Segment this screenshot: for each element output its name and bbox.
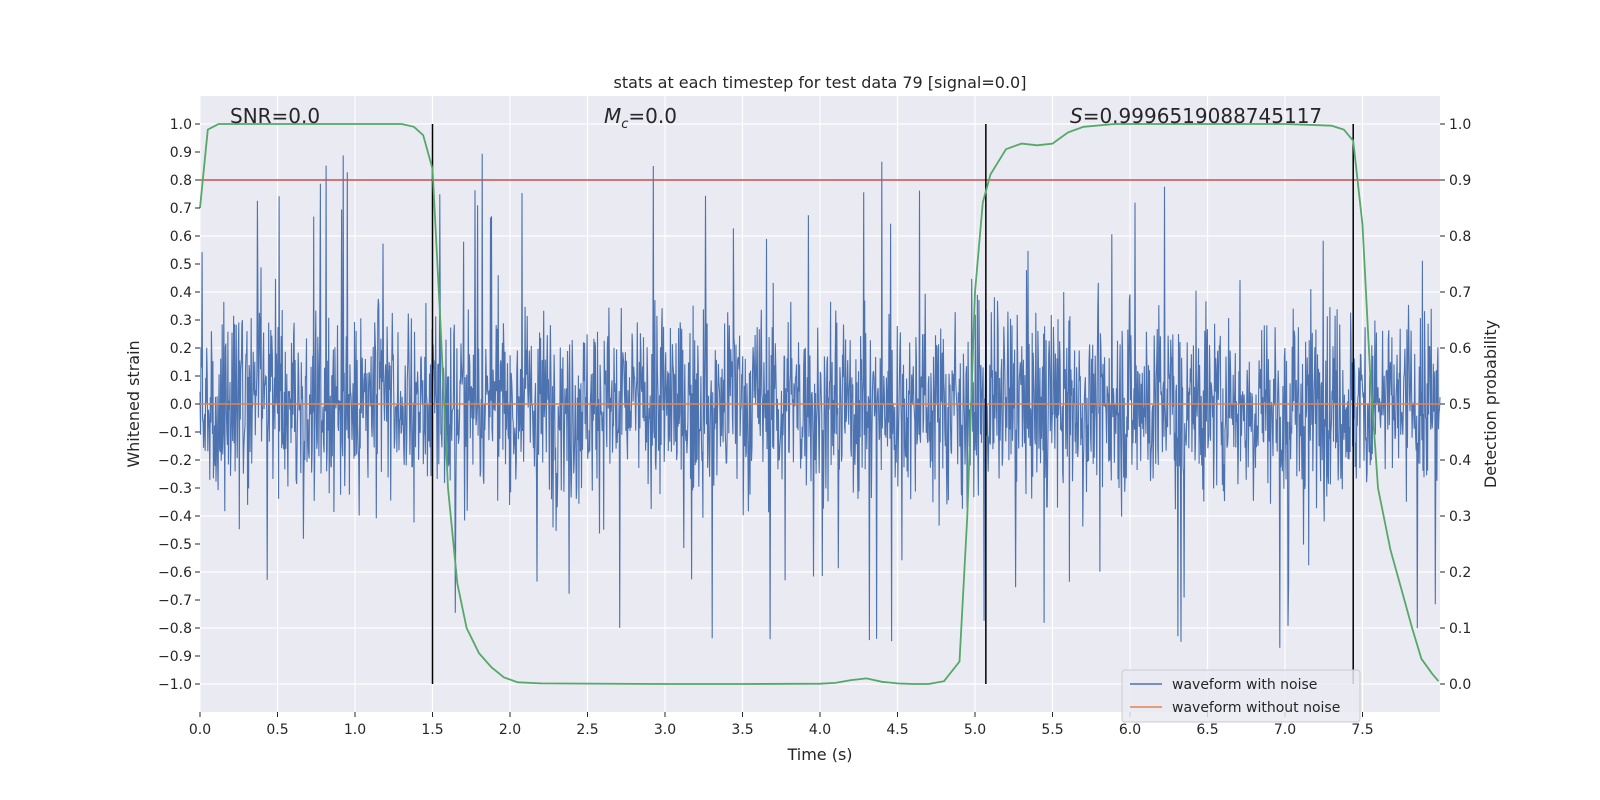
plot-content [199,123,1441,685]
x-tick-label: 0.0 [189,722,211,738]
y-tick-label: −0.6 [158,565,192,581]
mc-subscript: c [621,117,628,132]
legend: waveform with noise waveform without noi… [1121,669,1361,723]
x-tick-label: 6.5 [1196,722,1218,738]
snr-annotation: SNR=0.0 [230,104,320,128]
mc-annotation: Mc=0.0 [604,104,677,132]
y2-tick-label: 0.7 [1449,285,1471,301]
x-tick-label: 1.5 [421,722,443,738]
y-tick-label: −0.4 [158,509,192,525]
y-tick-label: 0.2 [170,341,192,357]
y-axis: 1.0 0.9 0.8 0.7 0.6 0.5 0.4 0.3 0.2 0.1 0.0 −0.1 −0.… [158,117,200,693]
y2-tick-label: 0.0 [1449,677,1471,693]
x-tick-label: 5.5 [1041,722,1063,738]
y-tick-label: 0.0 [170,397,192,413]
x-tick-label: 4.0 [809,722,831,738]
x-tick-label: 3.0 [654,722,676,738]
y2-tick-label: 0.5 [1449,397,1471,413]
y2-tick-label: 0.9 [1449,173,1471,189]
y-tick-label: 0.3 [170,313,192,329]
mc-symbol: M [604,104,621,128]
x-tick-label: 0.5 [266,722,288,738]
y2-tick-label: 1.0 [1449,117,1471,133]
legend-label-clean: waveform without noise [1172,700,1340,716]
x-tick-label: 5.0 [964,722,986,738]
y2-tick-label: 0.3 [1449,509,1471,525]
y-tick-label: −0.9 [158,649,192,665]
y2-tick-label: 0.2 [1449,565,1471,581]
series-waveform-with-noise [199,153,1441,648]
y2-tick-label: 0.1 [1449,621,1471,637]
x-tick-label: 1.0 [344,722,366,738]
y-tick-label: −0.7 [158,593,192,609]
y-tick-label: 0.7 [170,201,192,217]
y-tick-label: 0.5 [170,257,192,273]
y2-axis-label: Detection probability [1481,320,1500,488]
s-value: =0.9996519088745117 [1083,104,1322,128]
y-tick-label: 0.4 [170,285,192,301]
legend-label-noise: waveform with noise [1172,677,1317,693]
x-axis: 0.0 0.5 1.0 1.5 2.0 2.5 3.0 3.5 4.0 4.5 5.0 5.5 6.0 6… [189,712,1374,738]
s-symbol: S [1070,104,1083,128]
y-tick-label: 1.0 [170,117,192,133]
x-axis-label: Time (s) [786,745,852,764]
x-tick-label: 4.5 [886,722,908,738]
series-detection-probability [199,123,1440,685]
x-tick-label: 2.0 [499,722,521,738]
x-tick-label: 6.0 [1119,722,1141,738]
y-tick-label: −0.8 [158,621,192,637]
x-tick-label: 7.0 [1274,722,1296,738]
x-tick-label: 7.5 [1351,722,1373,738]
y2-axis: 1.0 0.9 0.8 0.7 0.6 0.5 0.4 0.3 0.2 0.1 0.0 [1440,117,1471,693]
y-tick-label: −0.3 [158,481,192,497]
y-tick-label: 0.9 [170,145,192,161]
y2-tick-label: 0.6 [1449,341,1471,357]
mc-value: =0.0 [628,104,677,128]
legend-box [1121,669,1361,723]
x-tick-label: 2.5 [576,722,598,738]
s-annotation: S=0.9996519088745117 [1070,104,1322,128]
y-axis-label: Whitened strain [124,340,143,467]
y2-tick-label: 0.4 [1449,453,1471,469]
y-tick-label: 0.8 [170,173,192,189]
y-tick-label: 0.1 [170,369,192,385]
y-tick-label: −0.5 [158,537,192,553]
y-tick-label: −0.2 [158,453,192,469]
y2-tick-label: 0.8 [1449,229,1471,245]
x-tick-label: 3.5 [731,722,753,738]
chart-title: stats at each timestep for test data 79 … [614,73,1027,92]
y-tick-label: −1.0 [158,677,192,693]
y-tick-label: −0.1 [158,425,192,441]
y-tick-label: 0.6 [170,229,192,245]
